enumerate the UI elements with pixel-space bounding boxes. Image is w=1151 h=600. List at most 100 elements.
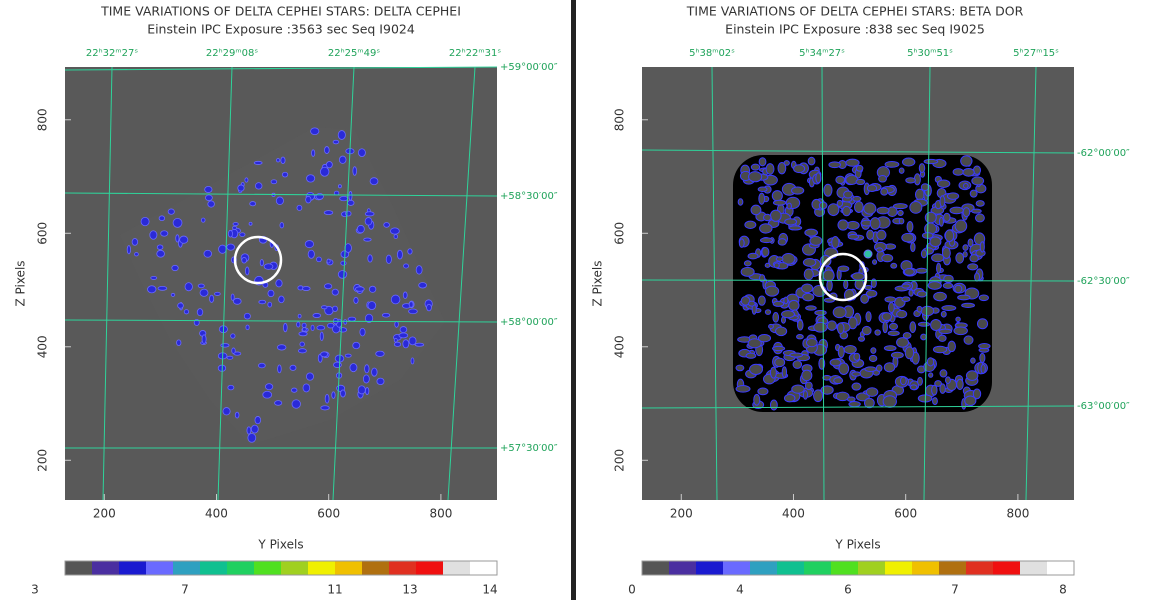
blob: [156, 249, 165, 258]
blob: [305, 372, 314, 381]
colorbar-label: 6: [844, 583, 852, 597]
blob: [396, 249, 403, 260]
colorbar-swatch: [227, 561, 255, 575]
blob: [365, 313, 374, 323]
blob: [901, 283, 911, 289]
blob: [126, 245, 131, 255]
blob: [747, 252, 759, 260]
blob: [301, 322, 307, 328]
blob: [827, 203, 840, 217]
colorbar-label: 0: [628, 583, 636, 597]
panel-subtitle: Einstein IPC Exposure :838 sec Seq I9025: [725, 22, 985, 37]
blob: [930, 318, 942, 331]
blob: [783, 296, 789, 305]
blob: [150, 275, 158, 280]
blob: [364, 211, 375, 217]
blob: [860, 293, 870, 304]
blob: [759, 223, 773, 234]
blob: [837, 219, 849, 231]
blob: [848, 316, 858, 330]
blob: [890, 262, 898, 269]
blob: [149, 230, 158, 240]
y-axis-label: Z Pixels: [14, 260, 28, 306]
blob: [920, 305, 935, 317]
blob: [258, 362, 266, 369]
blob: [801, 369, 813, 382]
blob: [201, 334, 207, 345]
blob: [134, 252, 139, 257]
blob: [807, 156, 816, 166]
blob: [744, 220, 757, 229]
wcs-grid: [1025, 66, 1037, 501]
blob: [299, 341, 305, 347]
blob: [203, 249, 212, 258]
blob: [298, 331, 308, 337]
blob: [748, 171, 763, 183]
ra-label: 5ʰ27ᵐ15ˢ: [1013, 48, 1059, 59]
blob: [368, 285, 377, 293]
blob: [232, 225, 238, 230]
blob: [901, 296, 911, 303]
blob: [241, 257, 247, 264]
blob: [953, 326, 968, 336]
blob: [836, 322, 845, 335]
blob: [359, 327, 366, 337]
blob: [414, 342, 425, 347]
colorbar-swatch: [939, 561, 967, 575]
blob: [804, 381, 813, 390]
blob: [941, 305, 957, 311]
blob: [914, 188, 925, 201]
blob: [344, 353, 352, 358]
blob: [262, 390, 273, 399]
blob: [920, 333, 927, 341]
blob: [970, 357, 976, 364]
blob: [963, 182, 969, 189]
blob: [171, 264, 179, 272]
y-tick-label: 200: [613, 449, 627, 472]
blob: [917, 321, 931, 327]
dec-label: -62°30′00″: [1077, 276, 1130, 287]
blob: [393, 341, 402, 347]
blob: [408, 336, 417, 346]
wcs-grid: [332, 66, 355, 501]
x-tick-label: 400: [205, 507, 228, 521]
colorbar-swatch: [831, 561, 859, 575]
blob: [872, 259, 878, 265]
blob: [928, 372, 934, 378]
blob: [326, 258, 331, 264]
blob: [759, 237, 774, 244]
blob: [253, 160, 263, 165]
blob: [829, 358, 842, 367]
blob: [936, 262, 942, 274]
blob: [332, 139, 340, 145]
blob: [347, 316, 357, 322]
blob: [866, 229, 875, 240]
ra-label: 22ʰ32ᵐ27ˢ: [86, 48, 138, 59]
blob: [975, 200, 985, 207]
blob: [943, 212, 951, 223]
blob: [337, 270, 348, 279]
blob: [156, 244, 164, 250]
blob: [304, 240, 315, 249]
blob: [311, 149, 316, 157]
blob: [306, 174, 316, 183]
blob: [781, 366, 788, 378]
blob: [853, 200, 864, 213]
blob: [281, 171, 289, 178]
blob: [926, 357, 935, 367]
blob: [418, 282, 427, 289]
blob: [963, 335, 974, 345]
blob: [343, 319, 348, 325]
blob: [408, 308, 418, 315]
blob: [851, 272, 865, 281]
ra-label: 5ʰ38ᵐ02ˢ: [689, 48, 735, 59]
blob: [199, 288, 209, 297]
colorbar-swatch: [1020, 561, 1048, 575]
blob: [901, 157, 916, 167]
wcs-grid: [641, 405, 1075, 409]
blob: [833, 377, 844, 385]
blob: [814, 309, 827, 316]
blob: [865, 311, 872, 323]
blob: [943, 274, 954, 284]
x-tick-label: 600: [317, 507, 340, 521]
